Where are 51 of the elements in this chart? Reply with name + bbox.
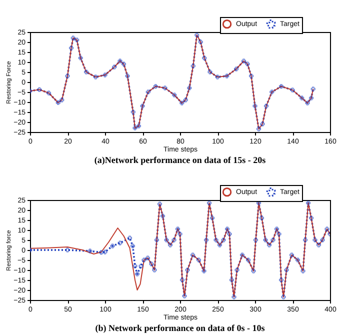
point <box>198 40 203 44</box>
point <box>78 56 83 60</box>
point <box>125 74 130 78</box>
point <box>245 62 250 66</box>
text: (a)Network performance on data of 15s - 20s <box>94 155 266 165</box>
point <box>74 38 80 42</box>
point <box>300 96 304 100</box>
point <box>69 46 74 50</box>
point <box>279 84 284 89</box>
point <box>290 88 295 92</box>
point <box>224 74 230 78</box>
point <box>93 74 98 80</box>
point <box>180 100 184 106</box>
text: (b) Network performance on data of 0s - 10s <box>95 323 266 333</box>
point <box>140 104 145 108</box>
point <box>172 92 177 98</box>
point <box>305 100 310 106</box>
point <box>70 36 76 40</box>
point <box>60 98 64 102</box>
point <box>242 58 246 64</box>
point <box>132 126 138 130</box>
point <box>194 32 200 38</box>
point <box>65 74 70 78</box>
point <box>153 84 158 89</box>
point <box>310 86 316 92</box>
point <box>270 90 274 94</box>
point <box>264 104 268 108</box>
point <box>202 56 207 60</box>
point <box>256 126 261 132</box>
point <box>183 98 188 102</box>
point <box>234 66 238 72</box>
point <box>187 86 192 90</box>
point <box>215 74 220 80</box>
point <box>46 90 51 96</box>
point <box>37 87 42 92</box>
point <box>102 72 108 78</box>
point <box>309 96 314 100</box>
point <box>118 58 122 64</box>
point <box>130 110 136 114</box>
point <box>249 74 254 78</box>
point <box>112 64 117 70</box>
point <box>56 100 60 105</box>
point <box>146 90 150 94</box>
point <box>260 122 265 126</box>
point <box>122 62 126 66</box>
point <box>84 70 88 74</box>
point <box>252 104 258 108</box>
point <box>162 86 168 90</box>
point <box>190 64 196 68</box>
point <box>136 124 141 128</box>
point <box>208 70 212 74</box>
